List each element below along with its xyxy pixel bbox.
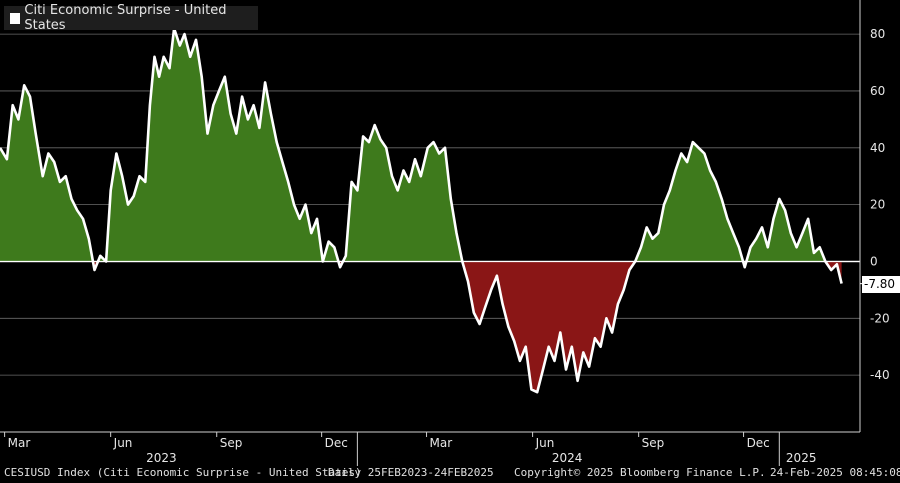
x-tick-label: Sep (642, 436, 665, 450)
area-fills (0, 28, 860, 393)
y-tick-label: 20 (870, 198, 885, 212)
x-tick-label: Sep (220, 436, 243, 450)
y-tick-label: 40 (870, 141, 885, 155)
series-line (0, 27, 843, 394)
axes: 80 60 40 20 0 -20 -40 Mar Jun Sep Dec Mar Jun Sep Dec 2… (0, 0, 890, 466)
x-tick-label: Mar (430, 436, 453, 450)
negative-area (462, 261, 636, 393)
footer-copyright: Copyright© 2025 Bloomberg Finance L.P. (514, 466, 766, 479)
y-tick-label: 60 (870, 84, 885, 98)
x-tick-label: Dec (747, 436, 770, 450)
positive-area (343, 125, 463, 262)
y-tick-label: -40 (870, 368, 890, 382)
positive-area (0, 85, 93, 262)
footer-timestamp: 24-Feb-2025 08:45:08 (770, 466, 900, 479)
year-label: 2025 (786, 451, 817, 465)
x-tick-label: Jun (113, 436, 133, 450)
legend-swatch (10, 12, 21, 24)
year-label: 2024 (552, 451, 583, 465)
footer-ticker: CESIUSD Index (Citi Economic Surprise - … (4, 466, 362, 479)
x-tick-label: Jun (535, 436, 555, 450)
y-tick-label: -20 (870, 311, 890, 325)
last-value-tag: -7.80 (862, 276, 900, 293)
x-tick-label: Dec (325, 436, 348, 450)
legend: Citi Economic Surprise - United States (4, 3, 258, 33)
y-tick-label: 0 (870, 254, 878, 268)
positive-area (98, 28, 339, 262)
positive-area (635, 142, 744, 262)
footer-range: Daily 25FEB2023-24FEB2025 (328, 466, 494, 479)
x-tick-label: Mar (8, 436, 31, 450)
y-tick-label: 80 (870, 27, 885, 41)
year-label: 2023 (146, 451, 177, 465)
legend-label: Citi Economic Surprise - United States (24, 3, 227, 33)
